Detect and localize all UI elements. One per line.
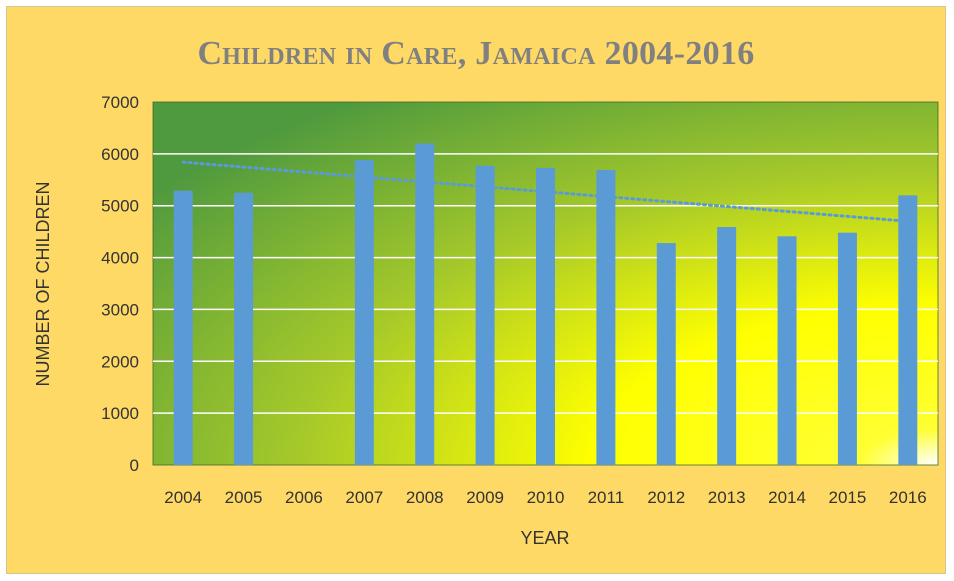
y-tick-label: 4000: [101, 249, 139, 268]
bar-2011: [596, 169, 616, 465]
x-tick-label: 2016: [889, 488, 927, 507]
bar-2015: [837, 232, 857, 465]
y-tick-labels: 0 1000 2000 3000 4000 5000 6000 7000: [101, 93, 139, 475]
bar-2012: [656, 243, 676, 465]
x-tick-label: 2015: [829, 488, 867, 507]
x-axis-title: YEAR: [520, 528, 569, 548]
y-tick-label: 2000: [101, 352, 139, 371]
chart-title: Children in Care, Jamaica 2004-2016: [197, 35, 755, 72]
x-tick-labels: 2004 2005 2006 2007 2008 2009 2010 2011 2012 2013…: [164, 488, 926, 507]
x-tick-label: 2008: [406, 488, 444, 507]
bar-2004: [173, 190, 193, 465]
bars: [173, 143, 918, 466]
y-axis-title: NUMBER OF CHILDREN: [33, 181, 53, 386]
x-tick-label: 2005: [225, 488, 263, 507]
y-tick-label: 7000: [101, 93, 139, 112]
bar-2013: [717, 226, 737, 465]
x-tick-label: 2006: [285, 488, 323, 507]
bar-2010: [536, 167, 555, 465]
x-tick-label: 2013: [708, 488, 746, 507]
y-tick-label: 0: [130, 456, 139, 475]
y-tick-label: 3000: [101, 300, 139, 319]
bar-2007: [354, 160, 374, 465]
x-tick-label: 2007: [345, 488, 383, 507]
bar-2014: [777, 236, 797, 465]
x-tick-label: 2009: [466, 488, 504, 507]
x-tick-label: 2012: [647, 488, 685, 507]
x-tick-label: 2004: [164, 488, 202, 507]
y-tick-label: 6000: [101, 145, 139, 164]
bar-2009: [475, 165, 495, 465]
bar-2016: [898, 195, 918, 466]
bar-2005: [234, 192, 254, 465]
x-tick-label: 2010: [527, 488, 565, 507]
x-tick-label: 2014: [768, 488, 806, 507]
trendline-group: [181, 160, 910, 223]
y-tick-label: 5000: [101, 197, 139, 216]
x-tick-label: 2011: [588, 488, 625, 507]
chart-frame: Children in Care, Jamaica 2004-2016 0 100…: [6, 6, 946, 574]
trendline: [181, 160, 910, 223]
y-tick-label: 1000: [101, 404, 139, 423]
bar-2008: [415, 143, 435, 465]
